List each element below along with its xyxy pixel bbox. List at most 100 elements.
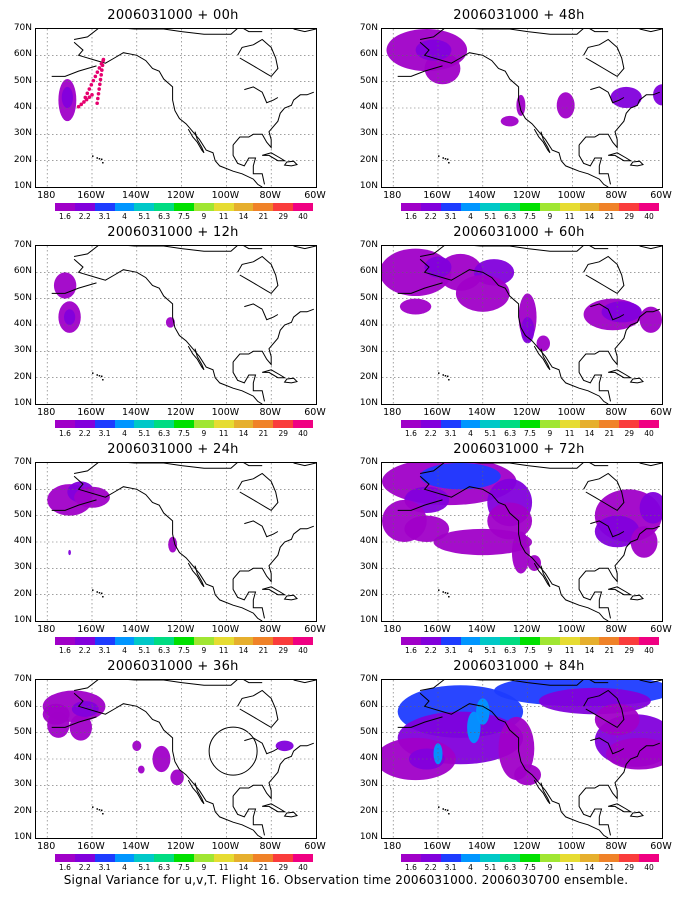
panel-title: 2006031000 + 84h bbox=[453, 659, 585, 674]
colorbar-label: 3.1 bbox=[444, 429, 457, 438]
variance-patch bbox=[424, 52, 461, 85]
colorbar-swatch bbox=[460, 203, 481, 211]
colorbar-swatch bbox=[500, 420, 521, 428]
map-panel-36h: 2006031000 + 36h 70N 60N 50N 40N 30N 20N 10N 180… bbox=[0, 651, 346, 876]
variance-patch bbox=[399, 298, 432, 315]
observation-point bbox=[97, 66, 102, 70]
colorbar-swatch bbox=[420, 854, 442, 862]
variance-contours bbox=[47, 481, 178, 556]
lat-tick-label: 70N bbox=[13, 457, 32, 467]
lat-tick-label: 60N bbox=[359, 49, 378, 60]
colorbar-swatch bbox=[599, 203, 620, 211]
colorbar-swatch bbox=[619, 420, 640, 428]
colorbar-label: 9 bbox=[547, 212, 553, 221]
colorbar-swatch bbox=[539, 854, 561, 862]
colorbar-label: 9 bbox=[201, 863, 207, 872]
lat-tick-label: 20N bbox=[13, 154, 32, 165]
lat-tick-label: 60N bbox=[359, 483, 378, 494]
colorbar-swatch bbox=[174, 637, 195, 645]
colorbar-swatch bbox=[174, 203, 195, 211]
lon-tick-label: 120W bbox=[512, 407, 541, 418]
observation-point bbox=[99, 73, 103, 77]
lon-tick-label: 60W bbox=[304, 841, 326, 852]
lon-tick-label: 120W bbox=[512, 841, 541, 852]
lat-tick-label: 30N bbox=[13, 562, 32, 573]
colorbar-label: 14 bbox=[238, 429, 249, 438]
lon-tick-label: 140W bbox=[122, 407, 150, 418]
variance-patch bbox=[132, 740, 142, 752]
colorbar-label: 5.1 bbox=[138, 863, 151, 872]
colorbar-label: 6.3 bbox=[158, 863, 171, 872]
colorbar-label: 7.5 bbox=[178, 429, 190, 438]
colorbar-label: 11 bbox=[218, 863, 229, 872]
lon-tick-label: 180 bbox=[37, 407, 56, 418]
lat-tick-label: 30N bbox=[13, 128, 32, 139]
colorbar-label: 3.1 bbox=[98, 863, 111, 872]
variance-patch bbox=[610, 86, 642, 108]
colorbar-label: 21 bbox=[604, 429, 615, 438]
lon-tick-label: 100W bbox=[557, 841, 586, 852]
colorbar-swatch bbox=[74, 203, 96, 211]
lat-tick-label: 40N bbox=[359, 319, 378, 329]
colorbar-label: 2.2 bbox=[424, 212, 437, 221]
lat-tick-label: 70N bbox=[13, 240, 32, 250]
colorbar-label: 2.2 bbox=[424, 646, 437, 655]
lat-tick-label: 60N bbox=[359, 700, 378, 711]
colorbar-swatch bbox=[293, 637, 314, 645]
colorbar-swatch bbox=[233, 637, 254, 645]
colorbar-swatch bbox=[114, 854, 135, 862]
lat-tick-label: 30N bbox=[359, 779, 378, 790]
colorbar-swatch bbox=[520, 203, 541, 211]
colorbar-swatch bbox=[74, 854, 96, 862]
lon-tick-label: 60W bbox=[650, 841, 672, 852]
observation-point bbox=[87, 95, 92, 100]
colorbar-label: 11 bbox=[218, 646, 229, 655]
lon-tick-label: 80W bbox=[259, 624, 281, 635]
colorbar-label: 5.1 bbox=[484, 863, 497, 872]
colorbar-label: 21 bbox=[258, 863, 269, 872]
colorbar-label: 6.3 bbox=[158, 429, 171, 438]
colorbar-swatch bbox=[520, 854, 541, 862]
colorbar-label: 14 bbox=[584, 863, 595, 872]
observation-point bbox=[79, 102, 84, 107]
lon-tick-label: 120W bbox=[166, 624, 195, 635]
colorbar-swatch bbox=[293, 420, 314, 428]
observation-point bbox=[101, 58, 105, 63]
observation-point bbox=[91, 78, 96, 83]
colorbar-label: 3.1 bbox=[444, 212, 457, 221]
colorbar-label: 7.5 bbox=[524, 212, 536, 221]
colorbar-label: 29 bbox=[278, 646, 288, 655]
colorbar-label: 40 bbox=[644, 212, 654, 221]
colorbar-label: 3.1 bbox=[98, 212, 111, 221]
observation-point bbox=[93, 74, 98, 79]
observation-point bbox=[76, 104, 81, 109]
colorbar-swatch bbox=[55, 203, 76, 211]
colorbar-swatch bbox=[273, 854, 294, 862]
colorbar-label: 3.1 bbox=[444, 863, 457, 872]
colorbar-swatch bbox=[273, 420, 294, 428]
colorbar-swatch bbox=[174, 854, 195, 862]
observation-track bbox=[76, 57, 106, 109]
colorbar-label: 29 bbox=[278, 212, 288, 221]
colorbar-swatch bbox=[193, 854, 215, 862]
colorbar-label: 14 bbox=[584, 212, 595, 221]
panel-title: 2006031000 + 36h bbox=[107, 659, 239, 674]
colorbar-label: 3.1 bbox=[444, 646, 457, 655]
colorbar-label: 4 bbox=[122, 863, 127, 872]
lon-tick-label: 120W bbox=[512, 624, 541, 635]
colorbar-swatch bbox=[55, 854, 76, 862]
colorbar-swatch bbox=[273, 637, 294, 645]
colorbar-label: 7.5 bbox=[524, 863, 536, 872]
colorbar-swatch bbox=[193, 203, 215, 211]
colorbar-label: 29 bbox=[624, 212, 634, 221]
colorbar-swatch bbox=[193, 420, 215, 428]
colorbar-label: 1.6 bbox=[404, 429, 417, 438]
lon-tick-label: 180 bbox=[383, 624, 402, 635]
colorbar-swatch bbox=[213, 203, 235, 211]
lon-tick-label: 60W bbox=[304, 624, 326, 635]
lat-tick-label: 50N bbox=[13, 292, 32, 303]
panel-title: 2006031000 + 12h bbox=[107, 225, 239, 240]
colorbar-swatch bbox=[440, 637, 462, 645]
observation-point bbox=[95, 70, 100, 74]
map-plot-area bbox=[35, 462, 317, 622]
